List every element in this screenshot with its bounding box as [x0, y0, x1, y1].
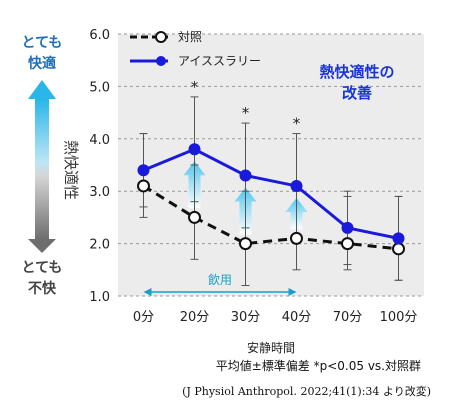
point-1-0 — [137, 164, 150, 177]
x-tick-label-3: 40分 — [282, 310, 312, 325]
y-tick-labels: 1.0 2.0 3.0 4.0 5.0 6.0 — [89, 28, 110, 305]
legend-marker-slurry — [156, 56, 166, 66]
scale-down-arrow-icon — [28, 239, 56, 253]
legend: 対照 アイススラリー — [130, 30, 261, 68]
point-0-5 — [392, 242, 405, 256]
point-1-1 — [188, 143, 201, 156]
annotation-line-2: 改善 — [342, 84, 372, 102]
y-tick-label-0: 1.0 — [89, 290, 110, 305]
scale-bar: とても 快適 とても 不快 熱快適性 — [22, 35, 80, 297]
point-0-4 — [341, 237, 354, 251]
scale-bottom-label-1: とても — [22, 260, 63, 276]
scale-bar-gradient — [35, 99, 49, 239]
x-tick-label-1: 20分 — [180, 310, 210, 325]
drink-range-right-arrow-icon — [288, 288, 297, 296]
y-tick-label-4: 5.0 — [89, 80, 110, 95]
series-markers — [137, 143, 405, 256]
scale-bottom-label-2: 不快 — [28, 280, 57, 297]
scale-top-label-2: 快適 — [28, 55, 56, 72]
series-lines — [142, 147, 399, 251]
significance-marks: * * * — [191, 78, 301, 133]
point-1-5 — [392, 232, 405, 245]
drink-range: 飲用 — [143, 272, 297, 296]
point-1-3 — [290, 179, 303, 192]
y-axis-title: 熱快適性 — [62, 140, 80, 200]
point-0-0 — [137, 179, 150, 193]
point-0-2 — [239, 237, 252, 251]
y-tick-label-5: 6.0 — [89, 28, 110, 43]
x-axis-title: 安静時間 — [247, 340, 295, 355]
plot-area — [118, 34, 424, 296]
x-tick-labels: 0分 20分 30分 40分 70分 100分 — [133, 310, 418, 325]
annotation-line-1: 熱快適性の — [319, 63, 394, 81]
legend-label-control: 対照 — [178, 30, 202, 44]
y-tick-label-2: 3.0 — [89, 185, 110, 200]
gridlines — [118, 33, 424, 297]
significance-mark-2: * — [293, 115, 301, 133]
point-1-2 — [239, 169, 252, 182]
y-tick-label-1: 2.0 — [89, 238, 110, 253]
scale-top-label-1: とても — [22, 35, 63, 51]
significance-mark-1: * — [242, 104, 250, 122]
drink-range-left-arrow-icon — [143, 288, 152, 296]
x-tick-label-0: 0分 — [133, 310, 154, 325]
footnote-citation: (J Physiol Anthropol. 2022;41(1):34 より改変… — [182, 384, 431, 398]
legend-marker-control — [155, 31, 167, 43]
drink-label: 飲用 — [208, 272, 232, 287]
x-tick-label-5: 100分 — [380, 310, 418, 325]
scale-up-arrow-icon — [28, 80, 56, 99]
point-1-4 — [341, 221, 354, 234]
footnote-stats: 平均値±標準偏差 *p<0.05 vs.対照群 — [216, 358, 421, 373]
legend-label-slurry: アイススラリー — [178, 54, 261, 68]
series-line-0 — [142, 184, 399, 251]
x-tick-label-4: 70分 — [333, 310, 363, 325]
x-tick-label-2: 30分 — [231, 310, 261, 325]
y-tick-label-3: 4.0 — [89, 133, 110, 148]
series-line-1 — [142, 147, 399, 240]
point-0-3 — [290, 231, 303, 245]
point-0-1 — [188, 210, 201, 224]
significance-mark-0: * — [191, 78, 199, 96]
